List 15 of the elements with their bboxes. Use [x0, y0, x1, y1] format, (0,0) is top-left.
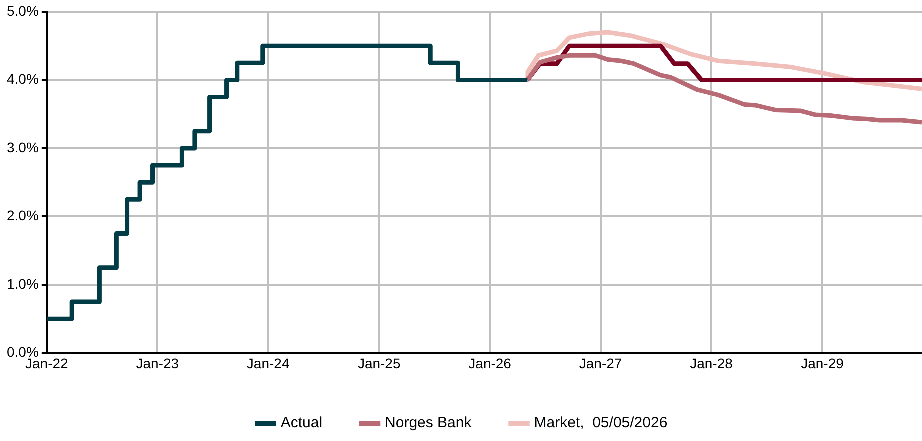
- x-tick-label: Jan-25: [358, 355, 401, 372]
- y-tick-label: 5.0%: [6, 2, 39, 19]
- x-tick-label: Jan-28: [690, 355, 734, 372]
- legend-label: Norges Bank: [385, 414, 472, 432]
- legend-label: Market, 05/05/2026: [534, 414, 668, 432]
- x-tick-label: Jan-24: [246, 355, 290, 372]
- y-tick-label: 2.0%: [6, 208, 39, 224]
- x-tick-label: Jan-26: [468, 355, 512, 372]
- y-tick-label: 3.0%: [6, 139, 39, 156]
- y-tick-label: 1.0%: [6, 276, 39, 292]
- x-tick-label: Jan-23: [136, 355, 180, 372]
- x-tick-label: Jan-29: [801, 355, 844, 372]
- x-tick-label: Jan-27: [579, 355, 622, 372]
- legend-label: Actual: [280, 414, 323, 432]
- y-tick-label: 4.0%: [6, 71, 39, 88]
